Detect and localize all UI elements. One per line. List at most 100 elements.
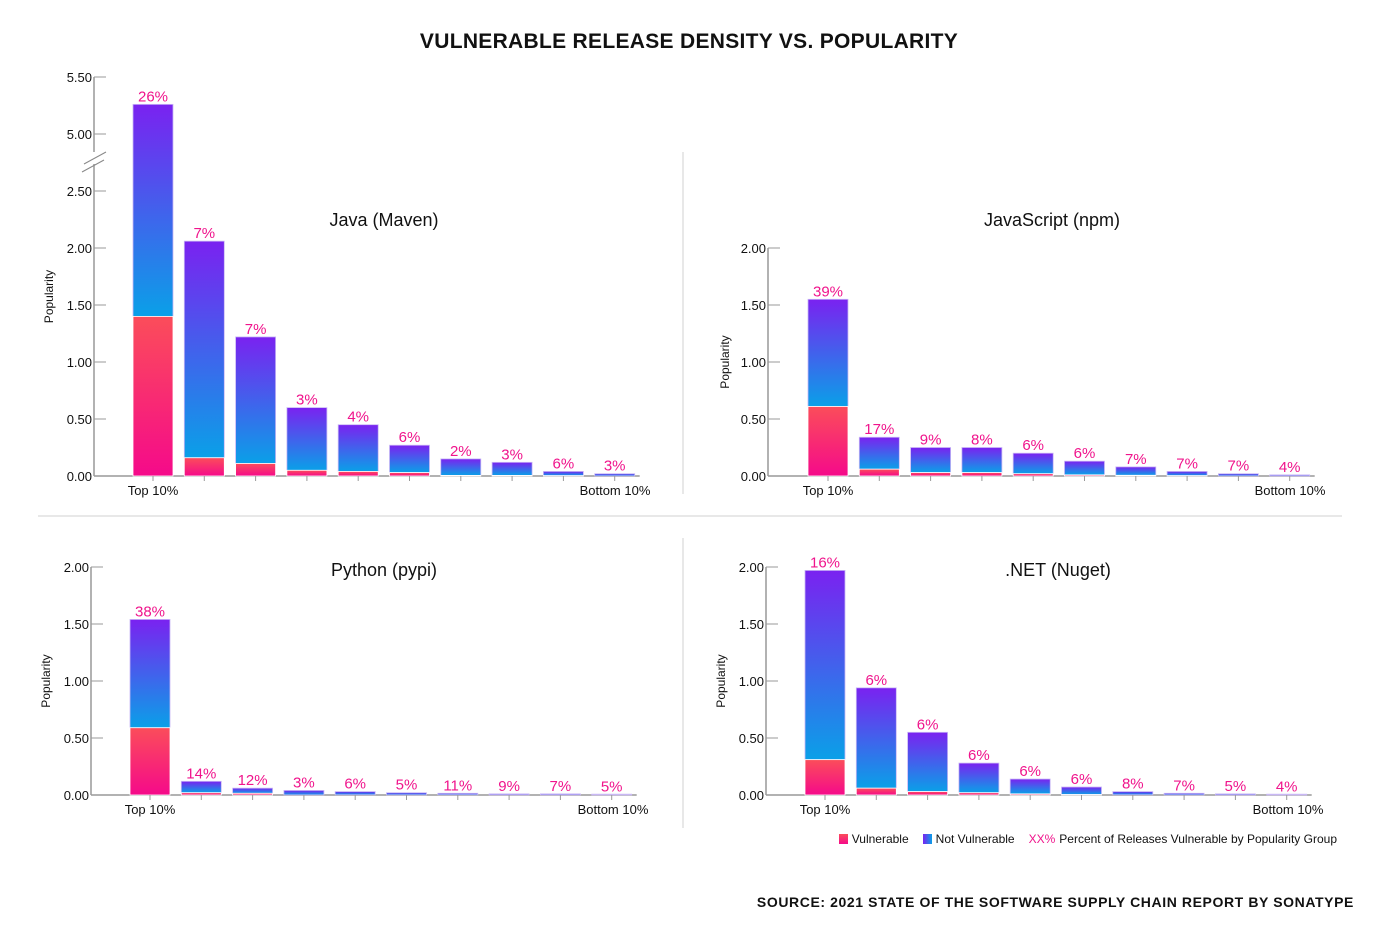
bar-not-vulnerable	[491, 461, 533, 476]
legend-label-not-vulnerable: Not Vulnerable	[935, 832, 1015, 846]
percent-label: 38%	[135, 603, 165, 620]
chart-panel-3: 0.00 0.50 1.00 1.50 2.00 Popularity .NET (Nuge…	[714, 554, 1324, 817]
y-tick-label: 1.50	[67, 298, 92, 313]
percent-label: 7%	[1125, 451, 1147, 468]
panel-title: Python (pypi)	[331, 560, 437, 580]
percent-label: 6%	[968, 747, 990, 764]
bar-vulnerable	[858, 468, 900, 477]
legend-item-percent: XX% Percent of Releases Vulnerable by Po…	[1029, 832, 1337, 846]
y-tick-label: 5.50	[67, 70, 92, 85]
bar-vulnerable	[961, 472, 1003, 477]
percent-label: 7%	[1176, 455, 1198, 472]
bar-not-vulnerable	[1163, 792, 1205, 796]
percent-label: 6%	[399, 429, 421, 446]
bar-not-vulnerable	[488, 793, 530, 796]
bar-vulnerable	[389, 472, 430, 477]
x-label-top: Top 10%	[800, 802, 851, 817]
y-tick-label: 5.00	[67, 127, 92, 142]
percent-label: 6%	[344, 776, 366, 793]
bar-not-vulnerable	[180, 780, 222, 794]
bar-not-vulnerable	[386, 792, 427, 796]
percent-label: 2%	[450, 443, 472, 460]
vulnerable-swatch-icon	[838, 834, 848, 844]
percent-label: 8%	[1122, 776, 1144, 793]
x-label-bottom: Bottom 10%	[1253, 802, 1324, 817]
bar-not-vulnerable	[591, 793, 633, 796]
percent-label: 17%	[864, 421, 894, 438]
bar-not-vulnerable	[858, 436, 900, 470]
y-tick-label: 2.00	[64, 560, 89, 575]
panel-title: .NET (Nuget)	[1005, 560, 1111, 580]
bar-not-vulnerable	[440, 458, 482, 476]
percent-label: 9%	[920, 432, 942, 449]
legend-label-percent: Percent of Releases Vulnerable by Popula…	[1059, 832, 1337, 846]
percent-label: 6%	[553, 455, 575, 472]
y-tick-label: 0.50	[64, 731, 89, 746]
bar-not-vulnerable	[1009, 778, 1051, 795]
bar-not-vulnerable	[958, 762, 1000, 794]
bar-not-vulnerable	[1064, 460, 1105, 476]
percent-label: 6%	[1019, 763, 1041, 780]
y-tick-label: 0.00	[739, 788, 764, 803]
bar-vulnerable	[235, 463, 277, 477]
percent-label: 7%	[1173, 777, 1195, 794]
percent-label: 6%	[917, 716, 939, 733]
percent-label: 6%	[865, 672, 887, 689]
bar-vulnerable	[1115, 474, 1157, 477]
y-tick-label: 1.50	[64, 617, 89, 632]
bar-vulnerable	[1064, 474, 1105, 477]
bar-not-vulnerable	[540, 793, 581, 796]
y-tick-label: 0.50	[741, 412, 766, 427]
bar-not-vulnerable	[855, 687, 897, 789]
percent-label: 7%	[550, 778, 572, 795]
y-tick-label: 0.00	[741, 469, 766, 484]
percent-label: 7%	[1228, 458, 1250, 475]
bar-vulnerable	[958, 792, 1000, 796]
bar-not-vulnerable	[286, 407, 328, 471]
y-axis-title: Popularity	[42, 270, 56, 323]
axis-break-mark	[83, 151, 107, 165]
y-tick-label: 2.00	[739, 560, 764, 575]
legend-item-vulnerable: Vulnerable	[838, 832, 909, 846]
chart-panel-1: 0.00 0.50 1.00 1.50 2.00 Popularity JavaScript…	[718, 210, 1326, 498]
bar-not-vulnerable	[1012, 452, 1054, 475]
percent-label: 5%	[601, 778, 623, 795]
percent-label: 5%	[396, 777, 418, 794]
percent-label: 5%	[1225, 778, 1247, 795]
y-tick-label: 1.00	[739, 674, 764, 689]
source-note: SOURCE: 2021 STATE OF THE SOFTWARE SUPPL…	[756, 894, 1354, 910]
bar-vulnerable	[907, 791, 948, 796]
bar-not-vulnerable	[337, 424, 379, 472]
bar-not-vulnerable	[1061, 786, 1102, 795]
bar-not-vulnerable	[1112, 791, 1154, 796]
bar-vulnerable	[1012, 473, 1054, 477]
percent-label: 6%	[1022, 437, 1044, 454]
bar-not-vulnerable	[334, 791, 376, 796]
bar-vulnerable	[129, 727, 171, 796]
bar-not-vulnerable	[804, 570, 846, 761]
percent-label: 8%	[971, 432, 993, 449]
percent-label: 6%	[1071, 771, 1093, 788]
bar-not-vulnerable	[1218, 473, 1259, 477]
not-vulnerable-swatch-icon	[922, 834, 932, 844]
bar-not-vulnerable	[807, 298, 849, 407]
y-tick-label: 1.00	[67, 355, 92, 370]
bar-not-vulnerable	[1215, 793, 1256, 796]
y-tick-label: 1.00	[741, 355, 766, 370]
percent-label: 3%	[604, 458, 626, 475]
bar-vulnerable	[132, 315, 174, 477]
percent-label: 7%	[245, 321, 267, 338]
bar-vulnerable	[855, 787, 897, 796]
percent-label: 7%	[193, 225, 215, 242]
percent-label: 16%	[810, 554, 840, 571]
percent-label: 4%	[1276, 778, 1298, 795]
bar-not-vulnerable	[389, 444, 430, 473]
chart-panel-2: 0.00 0.50 1.00 1.50 2.00 Popularity Python (py…	[39, 560, 649, 817]
y-axis-title: Popularity	[39, 654, 53, 707]
x-label-top: Top 10%	[128, 483, 179, 498]
bar-not-vulnerable	[907, 731, 948, 792]
bar-not-vulnerable	[910, 447, 951, 473]
y-tick-label: 0.00	[67, 469, 92, 484]
bar-not-vulnerable	[1266, 793, 1308, 796]
x-label-bottom: Bottom 10%	[578, 802, 649, 817]
